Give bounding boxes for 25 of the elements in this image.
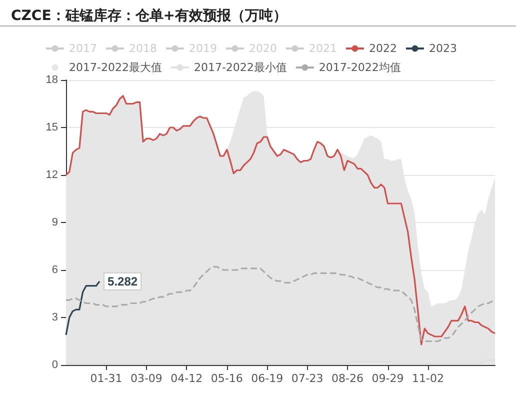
legend-label: 2023 bbox=[428, 42, 457, 55]
line-series bbox=[65, 280, 100, 336]
data-label: 5.282 bbox=[108, 274, 138, 288]
legend-label: 2017-2022最大值 bbox=[69, 61, 162, 74]
x-tick-label: 07-23 bbox=[291, 372, 324, 385]
y-tick-label: 0 bbox=[52, 359, 58, 371]
line-series bbox=[65, 266, 496, 342]
x-tick-label: 05-16 bbox=[210, 372, 243, 385]
y-tick-label: 12 bbox=[46, 169, 58, 181]
y-tick-label: 9 bbox=[52, 216, 58, 228]
chart-title: CZCE：硅锰库存：仓单+有效预报（万吨） bbox=[11, 7, 287, 24]
legend-label: 2017-2022最小值 bbox=[194, 61, 287, 74]
x-tick-label: 01-31 bbox=[90, 372, 122, 385]
y-tick-label: 18 bbox=[46, 74, 58, 86]
x-tick-label: 06-19 bbox=[251, 372, 284, 385]
y-tick-label: 6 bbox=[52, 264, 58, 276]
legend-label: 2022 bbox=[368, 42, 397, 55]
x-tick-label: 03-09 bbox=[130, 372, 162, 385]
x-tick-label: 11-02 bbox=[412, 372, 444, 385]
x-tick-label: 08-26 bbox=[332, 372, 364, 385]
x-tick-label: 04-12 bbox=[170, 372, 203, 385]
legend-label: 2017-2022均值 bbox=[318, 61, 401, 74]
y-tick-label: 15 bbox=[46, 122, 58, 134]
y-tick-label: 3 bbox=[52, 312, 58, 324]
x-tick-label: 09-29 bbox=[372, 372, 404, 385]
